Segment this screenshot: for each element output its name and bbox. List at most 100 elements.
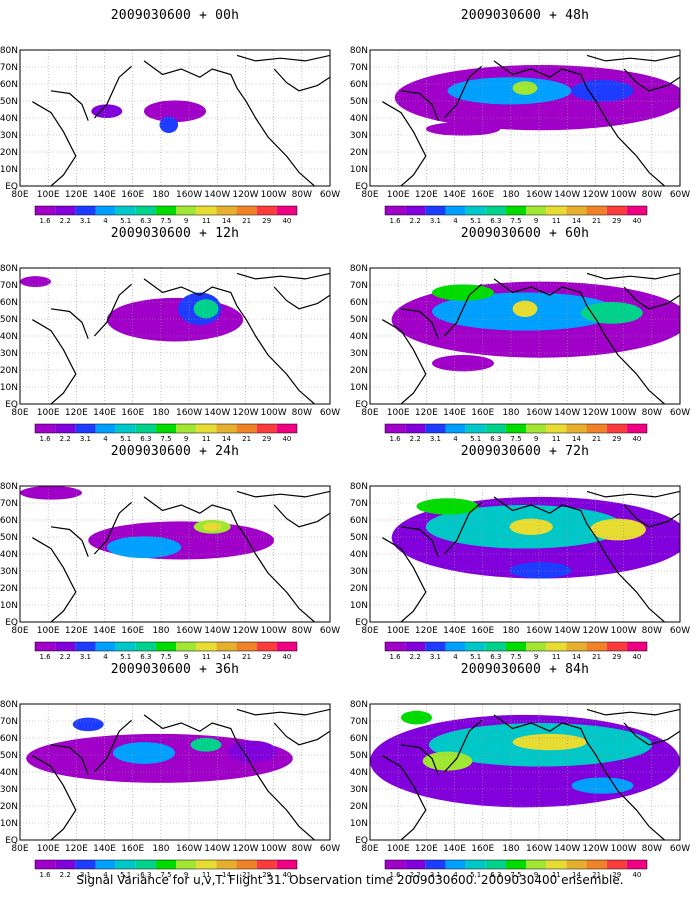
lat-label: 70N: [0, 499, 18, 509]
coastline: [382, 101, 427, 186]
lat-label: 50N: [0, 315, 18, 325]
lat-label: 80N: [350, 700, 368, 710]
map-frame: [369, 703, 681, 841]
colorbar-label: 3.1: [430, 217, 441, 225]
colorbar-swatch: [75, 642, 96, 651]
colorbar-label: 40: [632, 435, 641, 443]
variance-region: [91, 104, 123, 118]
colorbar-swatch: [546, 206, 567, 215]
lat-label: 60N: [0, 298, 18, 308]
colorbar-swatch: [35, 206, 56, 215]
colorbar-frame: [34, 641, 298, 652]
colorbar-swatch: [95, 642, 116, 651]
lat-label: 20N: [350, 366, 368, 376]
coastline: [586, 272, 680, 280]
lat-label: 40N: [350, 114, 368, 124]
variance-region: [590, 518, 646, 541]
lon-label: 140W: [554, 844, 580, 854]
lat-label: 60N: [350, 516, 368, 526]
colorbar-label: 11: [202, 217, 211, 225]
colorbar-swatch: [196, 424, 217, 433]
colorbar-swatch: [526, 642, 547, 651]
variance-map: EQ 10N 20N 30N 40N 50N 60N 70N 80N 80E 100E 120E 140…: [0, 482, 340, 661]
colorbar-swatch: [216, 642, 237, 651]
colorbar-label: 29: [612, 435, 621, 443]
lon-label: 100E: [387, 190, 410, 200]
coastline: [273, 722, 330, 746]
colorbar-swatch: [256, 860, 277, 869]
colorbar-swatch: [95, 206, 116, 215]
lon-label: 140E: [93, 408, 116, 418]
lat-label: 70N: [350, 63, 368, 73]
lat-label: EQ: [5, 182, 18, 192]
colorbar-label: 1.6: [40, 653, 52, 661]
lon-label: 140W: [204, 190, 230, 200]
colorbar-label: 21: [242, 871, 251, 879]
coastline: [493, 496, 665, 622]
lat-label: 80N: [0, 482, 18, 492]
colorbar-swatch: [196, 206, 217, 215]
colorbar-swatch: [385, 206, 406, 215]
lon-label: 140W: [204, 626, 230, 636]
variance-map: EQ 10N 20N 30N 40N 50N 60N 70N 80N 80E 100E 120E 140…: [350, 46, 690, 225]
colorbar-swatch: [425, 642, 446, 651]
coastline: [493, 60, 665, 186]
lat-label: 60N: [350, 298, 368, 308]
lat-label: 20N: [0, 802, 18, 812]
lon-label: 100E: [387, 408, 410, 418]
colorbar-swatch: [196, 860, 217, 869]
colorbar-label: 9: [184, 435, 188, 443]
lat-label: 50N: [350, 533, 368, 543]
colorbar-swatch: [425, 424, 446, 433]
lat-label: 70N: [0, 63, 18, 73]
lon-label: 160E: [471, 626, 494, 636]
colorbar-swatch: [115, 206, 136, 215]
lat-label: 10N: [0, 383, 18, 393]
colorbar-swatch: [405, 424, 426, 433]
lon-label: 100W: [261, 408, 287, 418]
colorbar-swatch: [176, 206, 197, 215]
variance-map: EQ 10N 20N 30N 40N 50N 60N 70N 80N 80E 100E 120E 140…: [0, 700, 340, 879]
coastline: [443, 283, 482, 337]
lon-label: 80W: [292, 408, 312, 418]
colorbar-swatch: [526, 860, 547, 869]
colorbar-swatch: [236, 642, 257, 651]
lon-label: 100E: [37, 408, 60, 418]
lon-label: 100E: [37, 844, 60, 854]
lat-label: 20N: [350, 148, 368, 158]
colorbar-label: 7.5: [510, 653, 521, 661]
colorbar-swatch: [505, 642, 527, 651]
lat-label: 80N: [0, 46, 18, 56]
map-panel-84h: 2009030600 + 84h EQ 10N 20N 30N 40N 50N 60N 70N 8…: [350, 662, 700, 880]
coastline: [382, 537, 427, 622]
colorbar-swatch: [586, 642, 607, 651]
variance-region: [571, 777, 634, 794]
lon-label: 120W: [232, 844, 258, 854]
colorbar-label: 11: [552, 217, 561, 225]
colorbar-label: 5.1: [120, 217, 131, 225]
lat-label: 40N: [350, 768, 368, 778]
colorbar-label: 5.1: [470, 435, 481, 443]
lon-label: 80E: [361, 408, 378, 418]
variance-region: [106, 536, 182, 559]
variance-region: [580, 302, 643, 324]
colorbar-label: 29: [262, 653, 271, 661]
colorbar-label: 7.5: [510, 871, 521, 879]
lon-label: 60W: [670, 844, 690, 854]
lon-label: 120E: [415, 844, 438, 854]
colorbar-swatch: [505, 424, 527, 433]
variance-region: [190, 738, 222, 752]
colorbar-label: 9: [534, 435, 538, 443]
colorbar-label: 4: [453, 871, 458, 879]
lon-label: 100W: [261, 190, 287, 200]
colorbar-swatch: [75, 206, 96, 215]
lat-label: 40N: [0, 550, 18, 560]
variance-region: [106, 297, 244, 342]
colorbar-label: 2.2: [60, 871, 71, 879]
colorbar-swatch: [626, 860, 647, 869]
lat-label: 40N: [350, 550, 368, 560]
variance-region: [509, 562, 572, 579]
lon-label: 140E: [93, 626, 116, 636]
colorbar-swatch: [405, 860, 426, 869]
colorbar-label: 1.6: [390, 653, 402, 661]
